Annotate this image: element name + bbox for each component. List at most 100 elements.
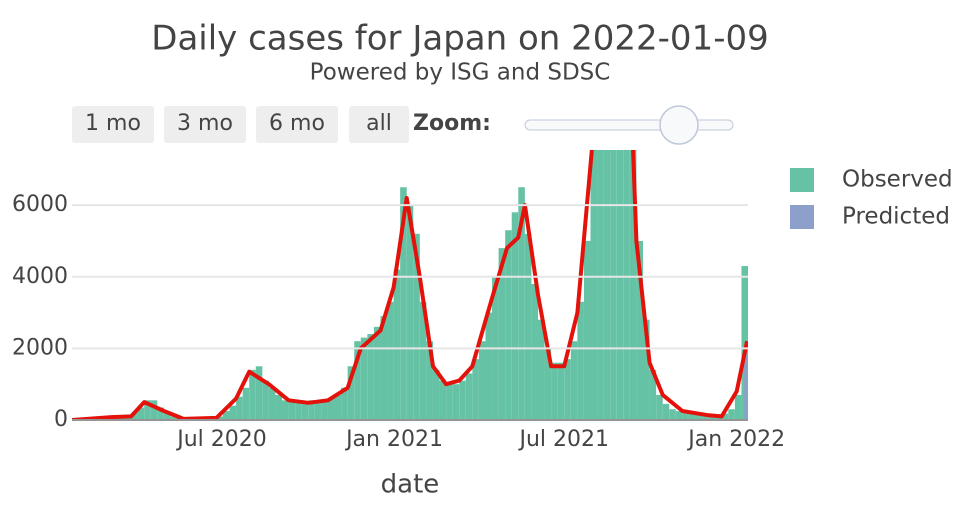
chart-subtitle: Powered by ISG and SDSC <box>310 60 611 86</box>
bar <box>531 283 538 420</box>
bar <box>511 212 519 420</box>
bar <box>485 312 493 420</box>
bar <box>459 380 466 420</box>
bar <box>518 187 525 420</box>
bar <box>478 341 486 420</box>
y-tick-label: 4000 <box>12 264 68 289</box>
bar <box>505 230 512 420</box>
bar <box>295 402 302 420</box>
bar <box>472 359 479 420</box>
bar <box>623 150 630 420</box>
bar <box>170 416 178 420</box>
bar <box>682 412 689 420</box>
bar <box>537 319 545 420</box>
bar <box>744 351 747 420</box>
bar <box>636 240 643 420</box>
bar <box>282 400 289 420</box>
bar <box>373 326 381 420</box>
bar <box>131 412 138 420</box>
bar <box>544 348 552 420</box>
bar <box>413 233 420 420</box>
bar <box>597 150 604 420</box>
trend-line <box>72 150 748 420</box>
bar <box>419 301 427 420</box>
bar <box>255 366 263 420</box>
x-tick-label: Jan 2022 <box>686 427 785 452</box>
slider-track <box>524 119 734 131</box>
bar <box>222 411 230 420</box>
bar <box>380 316 388 420</box>
legend-swatch <box>790 168 814 192</box>
bar <box>728 409 735 420</box>
bar <box>308 400 315 420</box>
bar <box>275 394 283 420</box>
x-tick-label: Jan 2021 <box>344 427 443 452</box>
bar <box>688 413 696 420</box>
bar <box>249 369 256 420</box>
bar <box>557 362 565 420</box>
range-button[interactable]: 1 mo <box>72 106 154 143</box>
bar <box>662 403 670 420</box>
bar <box>157 407 164 420</box>
bar <box>577 301 584 420</box>
button-label: 6 mo <box>269 111 325 136</box>
y-tick-label: 0 <box>54 407 68 432</box>
bar <box>570 341 578 420</box>
bar <box>564 359 571 420</box>
zoom-slider[interactable] <box>524 105 734 145</box>
bar <box>360 337 368 420</box>
bar <box>465 373 473 420</box>
bar <box>721 413 729 420</box>
bar <box>347 366 355 420</box>
legend-swatch <box>790 205 814 229</box>
bar <box>314 400 322 420</box>
bar <box>642 319 650 420</box>
bar <box>216 416 223 420</box>
range-button[interactable]: 3 mo <box>164 106 246 143</box>
bar <box>610 150 617 420</box>
range-button[interactable]: 6 mo <box>256 106 338 143</box>
legend-label: Observed <box>842 167 953 193</box>
y-tick-label: 2000 <box>12 335 68 360</box>
bar <box>268 387 276 420</box>
bar <box>144 400 151 420</box>
button-label: all <box>366 111 392 136</box>
bar <box>321 400 328 420</box>
bar <box>656 394 663 420</box>
bar <box>669 409 676 420</box>
bar <box>137 407 145 420</box>
x-tick-label: Jul 2021 <box>517 427 609 452</box>
bar <box>393 269 401 420</box>
bar <box>163 412 171 420</box>
bar <box>236 396 243 420</box>
slider-knob[interactable] <box>659 105 699 145</box>
bar <box>498 248 506 420</box>
x-tick-label: Jul 2020 <box>175 427 267 452</box>
bar <box>702 415 709 420</box>
button-background <box>164 106 246 143</box>
x-axis-title: date <box>381 470 440 500</box>
bar <box>426 341 433 420</box>
bar <box>446 384 453 420</box>
button-label: 3 mo <box>177 111 233 136</box>
bar <box>334 394 342 420</box>
zoom-label: Zoom: <box>413 111 491 136</box>
bar <box>695 414 703 420</box>
bar <box>288 400 296 420</box>
bar <box>432 369 440 420</box>
button-label: 1 mo <box>85 111 141 136</box>
bar <box>262 380 269 420</box>
range-button[interactable]: all <box>349 106 409 143</box>
plot-area <box>72 150 748 420</box>
legend-label: Predicted <box>842 204 950 230</box>
button-background <box>72 106 154 143</box>
bar <box>452 384 460 420</box>
bar <box>367 334 374 420</box>
bar <box>616 150 624 420</box>
bar <box>629 150 637 420</box>
bar <box>439 380 447 420</box>
bar <box>708 416 716 420</box>
bar <box>327 398 335 420</box>
button-background <box>349 106 409 143</box>
